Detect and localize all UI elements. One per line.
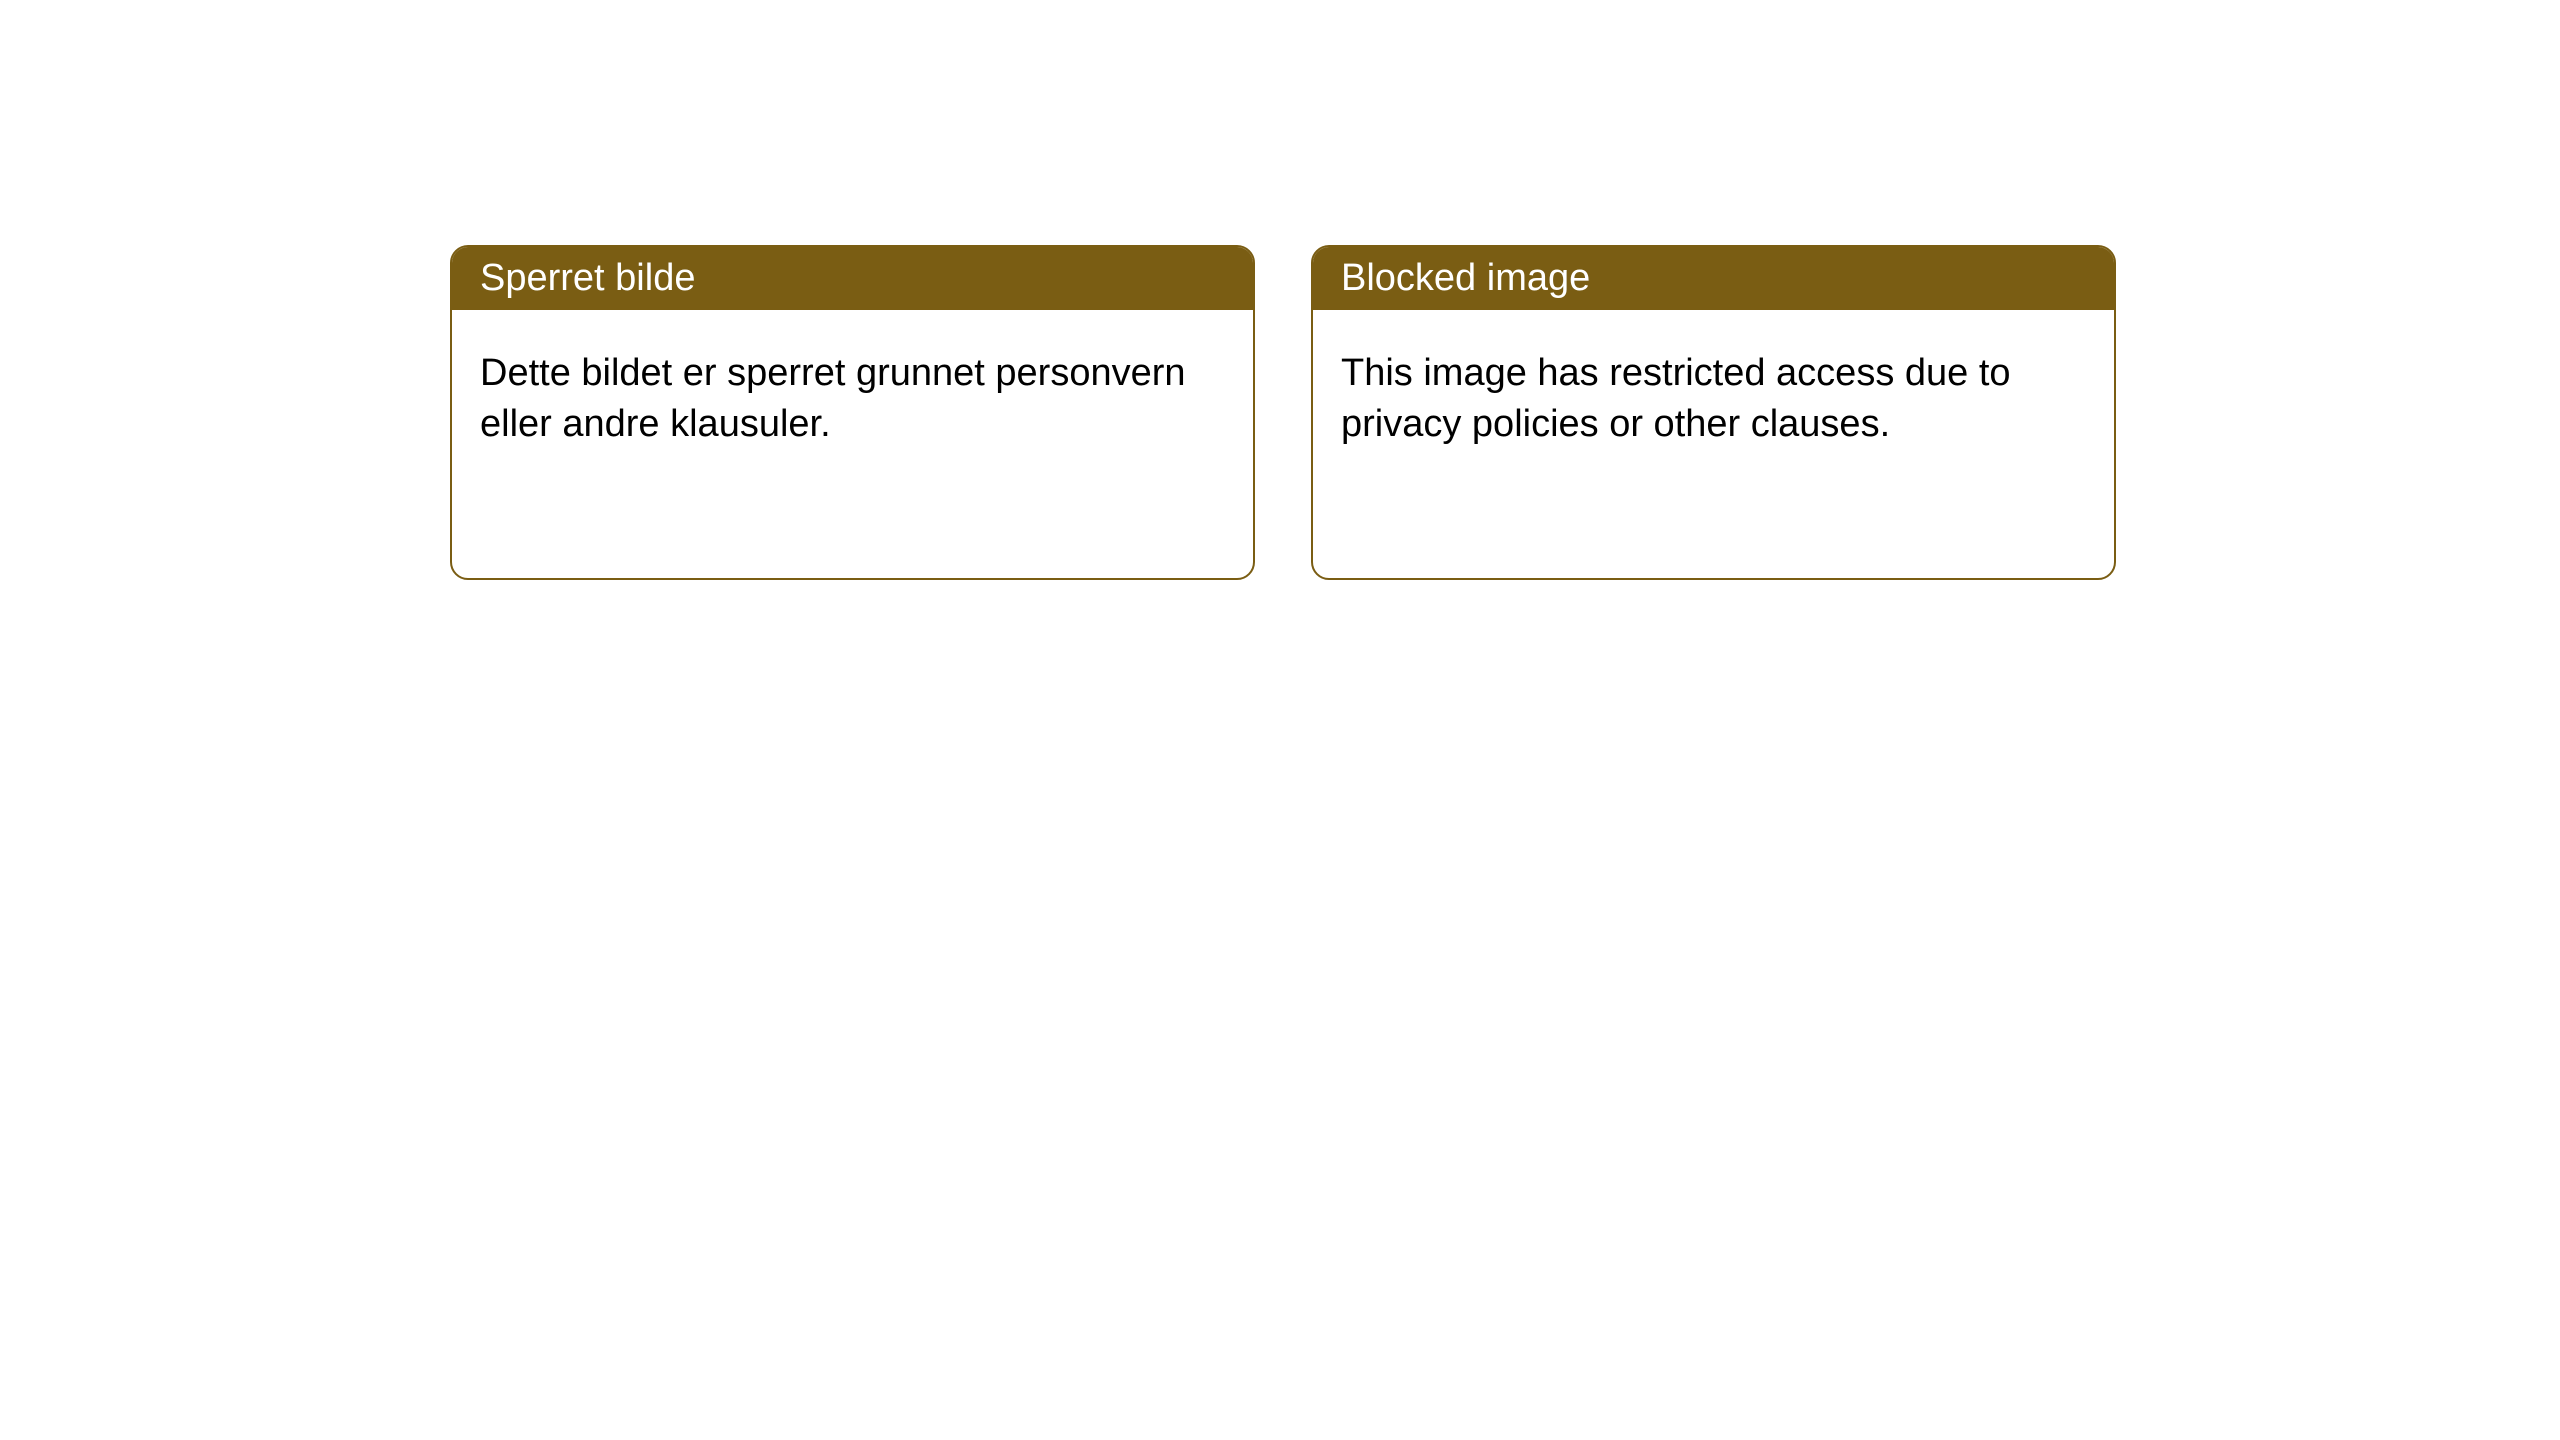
card-header-text: Blocked image (1341, 257, 1590, 299)
notice-container: Sperret bilde Dette bildet er sperret gr… (0, 0, 2560, 580)
card-header-text: Sperret bilde (480, 257, 695, 299)
blocked-image-card-en: Blocked image This image has restricted … (1311, 245, 2116, 580)
card-body-text: Dette bildet er sperret grunnet personve… (480, 352, 1186, 445)
card-body: This image has restricted access due to … (1313, 310, 2114, 489)
blocked-image-card-no: Sperret bilde Dette bildet er sperret gr… (450, 245, 1255, 580)
card-header: Sperret bilde (452, 247, 1253, 310)
card-body: Dette bildet er sperret grunnet personve… (452, 310, 1253, 489)
card-header: Blocked image (1313, 247, 2114, 310)
card-body-text: This image has restricted access due to … (1341, 352, 2011, 445)
